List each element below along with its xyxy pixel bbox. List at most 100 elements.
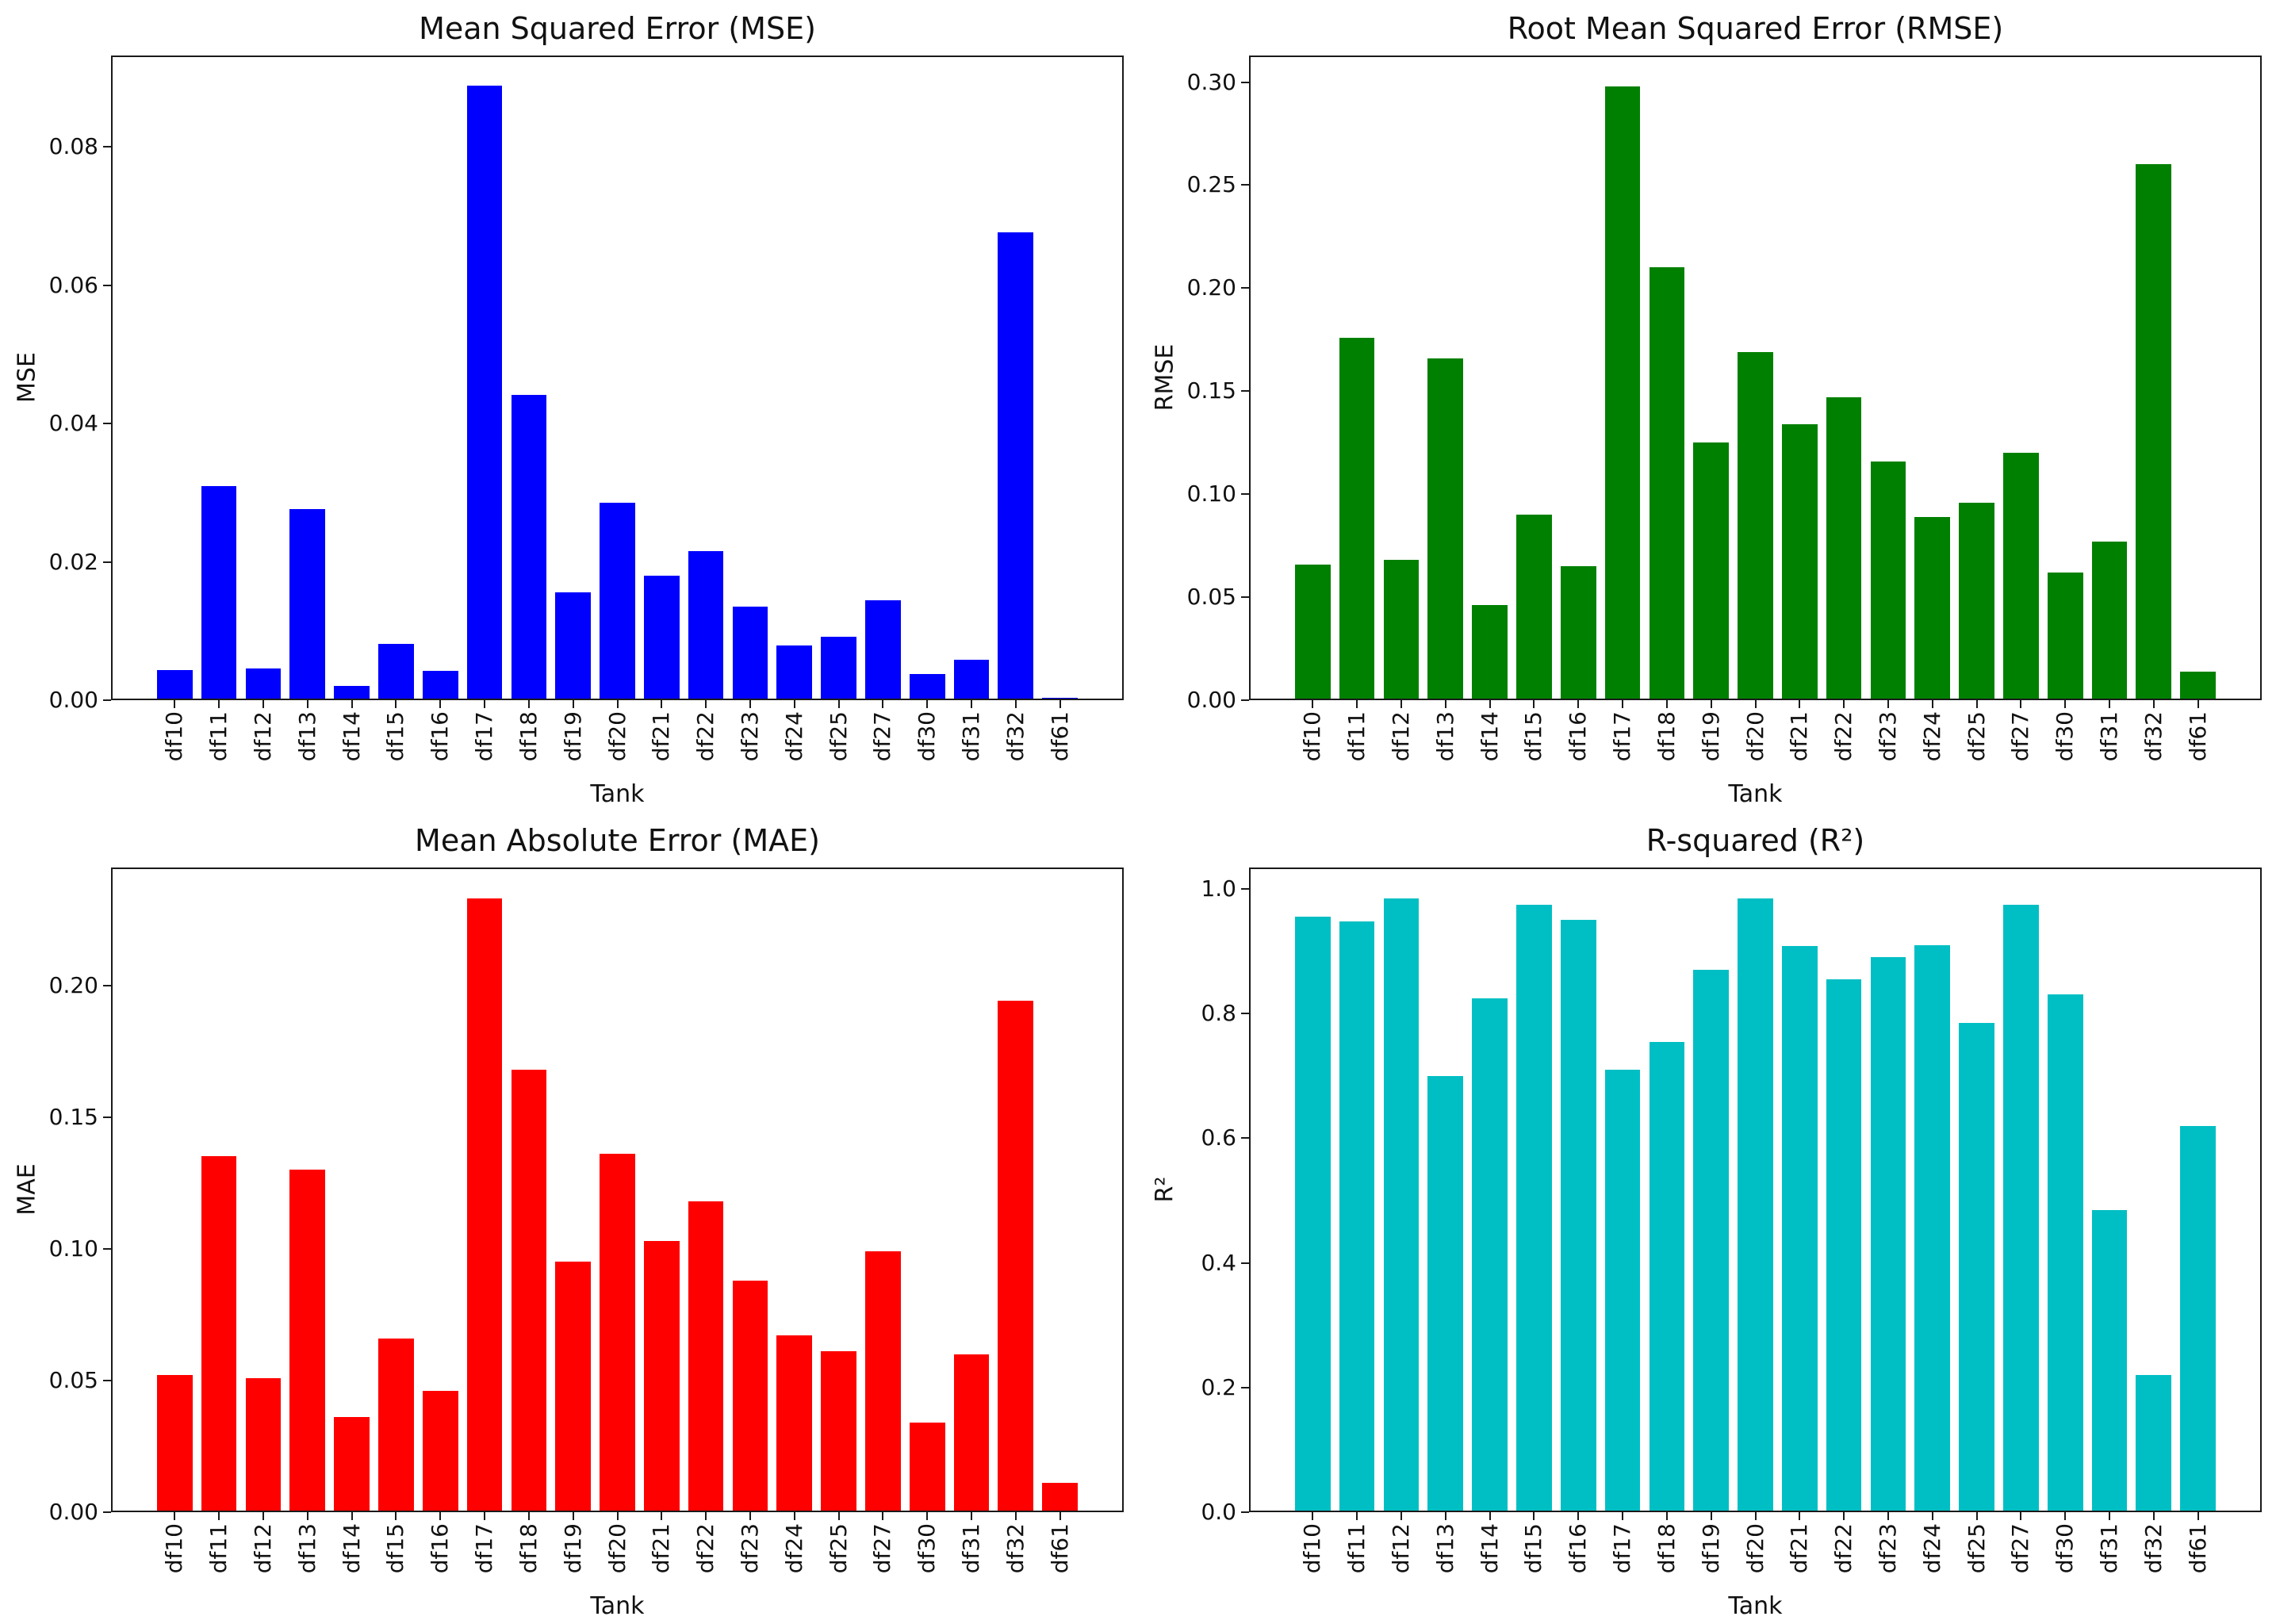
y-tick-mark (103, 423, 111, 425)
plot-area (1249, 56, 2262, 700)
x-axis-label: Tank (1728, 780, 1783, 808)
x-tick-mark (1014, 700, 1017, 708)
x-tick-label: df21 (1786, 711, 1813, 762)
x-tick-label: df14 (1476, 1523, 1503, 1574)
bar-df10 (157, 669, 193, 700)
bar-df20 (600, 1154, 635, 1512)
bar-df24 (776, 645, 813, 700)
x-tick-label: df14 (338, 711, 365, 762)
x-tick-label: df15 (382, 711, 409, 762)
bar-df31 (953, 659, 990, 700)
bar-df10 (1295, 917, 1331, 1512)
x-tick-mark (1577, 1512, 1580, 1520)
x-tick-mark (1887, 700, 1889, 708)
x-tick-label: df21 (648, 711, 675, 762)
y-tick-mark (1241, 596, 1249, 599)
bar-df16 (422, 671, 458, 700)
bar-df17 (466, 898, 503, 1512)
x-tick-mark (2152, 1512, 2155, 1520)
bar-df15 (1516, 904, 1552, 1512)
x-tick-mark (2197, 1512, 2199, 1520)
x-tick-mark (882, 1512, 884, 1520)
x-tick-mark (1533, 700, 1535, 708)
bar-df10 (1295, 564, 1331, 700)
bar-df27 (865, 600, 901, 700)
x-tick-label: df19 (559, 1523, 586, 1574)
subplot-mae: Mean Absolute Error (MAE) MAE Tank 0.00 0… (0, 812, 1138, 1624)
x-tick-label: df32 (1002, 1523, 1029, 1574)
y-tick-mark (1241, 1137, 1249, 1139)
x-tick-mark (2020, 1512, 2022, 1520)
bar-df16 (422, 1391, 458, 1512)
bar-df12 (1383, 898, 1420, 1512)
x-tick-mark (484, 1512, 486, 1520)
y-tick-label: 0.4 (1201, 1249, 1236, 1276)
subplot-r2: R-squared (R²) R² Tank 0.0 0.2 0.4 0.6 0.8 1.… (1138, 812, 2276, 1624)
bar-df13 (1427, 358, 1464, 700)
bar-df19 (1693, 442, 1729, 700)
x-tick-label: df11 (205, 711, 232, 762)
x-tick-label: df18 (1653, 711, 1680, 762)
bar-df27 (2003, 904, 2039, 1512)
bar-df61 (2180, 671, 2216, 700)
x-tick-label: df16 (427, 711, 454, 762)
x-tick-label: df27 (2007, 1523, 2034, 1574)
x-tick-mark (527, 1512, 530, 1520)
x-tick-label: df18 (515, 711, 542, 762)
x-tick-label: df24 (1918, 711, 1945, 762)
bar-df30 (2047, 572, 2083, 700)
x-tick-label: df15 (382, 1523, 409, 1574)
x-tick-mark (306, 1512, 308, 1520)
x-tick-label: df10 (1299, 1523, 1326, 1574)
x-tick-label: df23 (1874, 711, 1901, 762)
bar-df22 (1826, 397, 1862, 700)
x-tick-label: df14 (1476, 711, 1503, 762)
x-tick-mark (1444, 700, 1446, 708)
x-tick-mark (439, 1512, 442, 1520)
y-tick-label: 0.10 (48, 1235, 98, 1262)
x-tick-mark (218, 700, 220, 708)
x-tick-label: df22 (692, 1523, 719, 1574)
bar-df31 (953, 1354, 990, 1512)
bar-df17 (1604, 86, 1641, 700)
x-tick-label: df31 (958, 1523, 984, 1574)
x-tick-mark (572, 1512, 574, 1520)
x-tick-mark (926, 700, 929, 708)
y-tick-mark (1241, 184, 1249, 186)
y-tick-label: 0.2 (1201, 1373, 1236, 1400)
y-tick-label: 0.00 (1186, 687, 1236, 713)
x-tick-mark (1059, 700, 1061, 708)
chart-title: Root Mean Squared Error (RMSE) (1507, 11, 2004, 46)
x-tick-label: df27 (869, 1523, 896, 1574)
x-tick-mark (837, 1512, 840, 1520)
y-tick-mark (103, 1379, 111, 1381)
y-tick-mark (103, 1116, 111, 1118)
bar-df11 (1339, 337, 1375, 700)
bar-df13 (289, 509, 326, 700)
x-tick-mark (1799, 700, 1801, 708)
x-tick-mark (1931, 1512, 1933, 1520)
x-tick-label: df23 (736, 1523, 763, 1574)
x-tick-label: df20 (603, 711, 630, 762)
x-tick-mark (2020, 700, 2022, 708)
y-tick-mark (1241, 390, 1249, 393)
bar-df22 (1826, 979, 1862, 1512)
x-tick-mark (1533, 1512, 1535, 1520)
y-tick-mark (1241, 287, 1249, 289)
x-tick-label: df13 (293, 1523, 320, 1574)
bar-df24 (776, 1335, 813, 1512)
y-tick-label: 0.02 (48, 548, 98, 575)
x-tick-label: df25 (1963, 711, 1990, 762)
x-tick-label: df30 (2052, 711, 2079, 762)
bar-df22 (688, 550, 724, 700)
bar-df21 (1781, 946, 1818, 1512)
bar-df32 (998, 1001, 1034, 1512)
bar-df16 (1560, 566, 1596, 700)
bar-df23 (732, 1280, 768, 1512)
x-tick-label: df17 (471, 1523, 498, 1574)
plot-area (1249, 868, 2262, 1512)
x-tick-label: df25 (825, 711, 852, 762)
bar-df21 (1781, 423, 1818, 700)
y-tick-label: 0.04 (48, 410, 98, 437)
